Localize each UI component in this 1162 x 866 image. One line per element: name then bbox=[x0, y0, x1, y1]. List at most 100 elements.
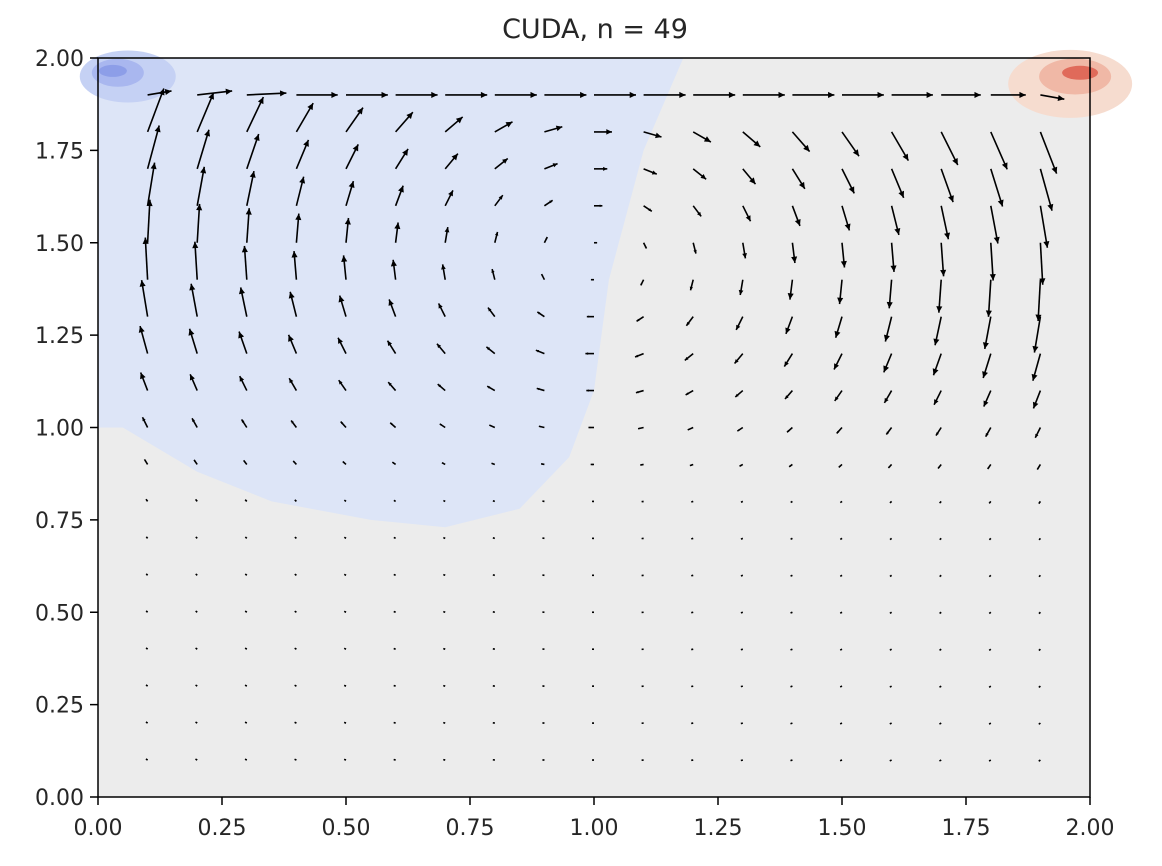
arrow-head bbox=[638, 427, 641, 430]
arrow-head bbox=[745, 215, 751, 222]
arrow-head bbox=[989, 722, 992, 725]
arrow-13-12 bbox=[785, 316, 794, 335]
arrow-head bbox=[592, 685, 594, 688]
arrow-18-4 bbox=[1038, 611, 1041, 615]
arrow-16-2 bbox=[939, 685, 942, 688]
arrow-10-16 bbox=[643, 168, 658, 175]
arrow-3-18 bbox=[296, 91, 338, 98]
arrow-6-18 bbox=[445, 91, 488, 98]
arrow-9-14 bbox=[594, 241, 598, 244]
arrow-head bbox=[294, 685, 297, 687]
arrow-4-15 bbox=[345, 180, 355, 207]
arrow-9-18 bbox=[594, 91, 636, 98]
arrow-12-6 bbox=[740, 537, 744, 540]
arrow-head bbox=[443, 500, 446, 503]
arrow-16-3 bbox=[939, 648, 942, 651]
arrow-head bbox=[536, 387, 540, 391]
arrow-17-12 bbox=[982, 316, 992, 350]
arrow-head bbox=[889, 722, 892, 724]
arrow-shaft bbox=[144, 237, 149, 280]
arrow-head bbox=[734, 359, 739, 364]
arrow-17-2 bbox=[988, 685, 992, 688]
arrow-11-17 bbox=[692, 131, 712, 143]
arrow-2-10 bbox=[238, 375, 248, 391]
x-tick-label: 1.25 bbox=[694, 816, 743, 841]
arrow-14-5 bbox=[839, 574, 843, 578]
arrow-head bbox=[742, 253, 747, 259]
arrow-head bbox=[188, 328, 195, 336]
arrow-10-13 bbox=[640, 279, 645, 286]
arrow-head bbox=[204, 129, 211, 137]
arrow-head bbox=[225, 88, 233, 95]
arrow-18-0 bbox=[1038, 759, 1041, 762]
arrow-8-13 bbox=[540, 273, 546, 281]
arrow-head bbox=[588, 426, 591, 429]
arrow-shaft bbox=[196, 129, 210, 170]
arrow-3-5 bbox=[294, 573, 297, 576]
x-tick-label: 1.75 bbox=[942, 816, 991, 841]
arrow-head bbox=[195, 536, 198, 539]
arrow-head bbox=[592, 537, 594, 540]
arrow-0-1 bbox=[145, 721, 149, 724]
arrow-head bbox=[195, 759, 198, 761]
arrow-head bbox=[294, 648, 297, 650]
arrow-7-14 bbox=[494, 231, 499, 243]
arrow-shaft bbox=[246, 96, 265, 133]
arrow-5-7 bbox=[393, 499, 397, 503]
arrow-1-2 bbox=[195, 684, 198, 687]
arrow-2-1 bbox=[244, 721, 248, 724]
arrow-15-1 bbox=[889, 722, 892, 725]
arrow-5-2 bbox=[393, 684, 396, 687]
arrow-head bbox=[592, 500, 594, 503]
arrow-0-0 bbox=[145, 758, 149, 761]
arrow-shaft bbox=[246, 92, 287, 96]
arrow-10-5 bbox=[641, 574, 644, 577]
arrow-head bbox=[443, 537, 446, 540]
arrow-head bbox=[443, 648, 446, 650]
arrow-12-16 bbox=[742, 168, 757, 185]
arrow-head bbox=[592, 759, 594, 761]
arrow-18-12 bbox=[1032, 316, 1042, 353]
arrow-9-15 bbox=[594, 204, 603, 208]
arrow-16-18 bbox=[941, 91, 981, 98]
arrow-head bbox=[997, 199, 1004, 207]
arrow-13-3 bbox=[790, 648, 793, 651]
arrow-17-1 bbox=[988, 722, 992, 725]
arrow-14-0 bbox=[839, 759, 843, 762]
arrow-head bbox=[195, 722, 198, 724]
arrow-17-17 bbox=[990, 131, 1008, 170]
arrow-4-9 bbox=[340, 421, 347, 429]
arrow-head bbox=[848, 186, 855, 194]
arrow-head bbox=[344, 574, 347, 576]
arrow-5-4 bbox=[393, 610, 396, 613]
arrow-head bbox=[926, 91, 933, 98]
arrow-8-17 bbox=[544, 125, 563, 133]
arrow-head bbox=[352, 144, 359, 152]
y-tick-label: 1.75 bbox=[35, 139, 84, 164]
arrow-head bbox=[703, 136, 711, 143]
arrow-head bbox=[989, 537, 992, 540]
arrow-13-5 bbox=[790, 574, 793, 577]
arrow-head bbox=[655, 132, 662, 139]
arrow-head bbox=[502, 158, 508, 164]
arrow-0-15 bbox=[146, 162, 157, 206]
arrow-head bbox=[341, 255, 348, 262]
arrow-3-14 bbox=[295, 213, 302, 243]
arrow-10-15 bbox=[643, 205, 653, 212]
arrow-3-13 bbox=[291, 250, 298, 280]
arrow-12-15 bbox=[742, 205, 752, 222]
arrow-head bbox=[691, 759, 694, 761]
arrow-shaft bbox=[1039, 131, 1058, 174]
arrow-1-16 bbox=[196, 129, 211, 170]
arrow-0-2 bbox=[145, 684, 149, 687]
arrow-15-5 bbox=[889, 574, 893, 578]
plot-area bbox=[79, 49, 1133, 797]
arrow-0-8 bbox=[143, 458, 149, 465]
arrow-head bbox=[344, 611, 347, 613]
arrow-18-10 bbox=[1032, 390, 1042, 409]
arrow-head bbox=[1038, 685, 1041, 688]
arrow-head bbox=[542, 759, 545, 761]
arrow-head bbox=[794, 218, 801, 226]
arrow-17-14 bbox=[989, 242, 996, 281]
arrow-6-10 bbox=[437, 383, 446, 392]
